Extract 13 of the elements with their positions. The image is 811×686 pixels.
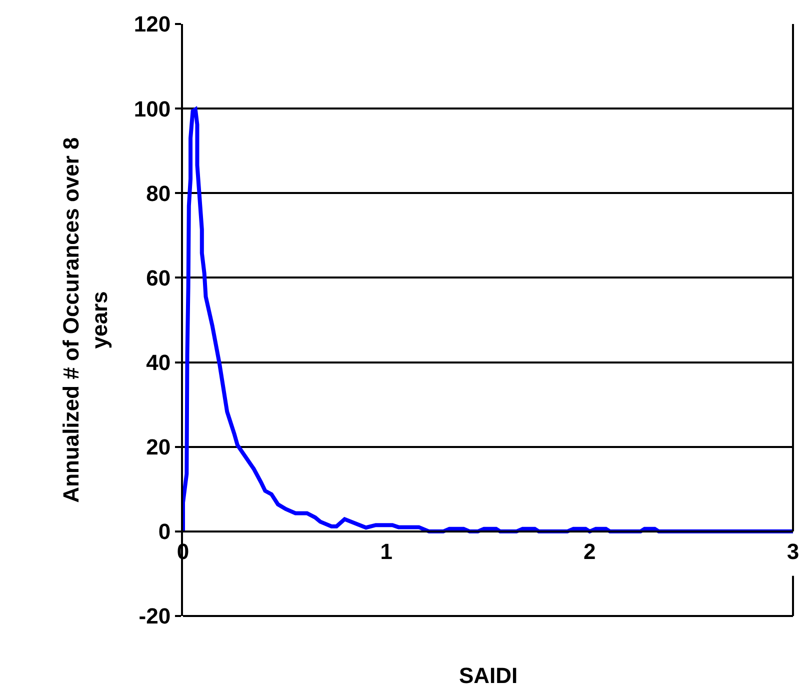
x-tick-label: 1 (380, 538, 392, 564)
y-tick-label: 80 (146, 180, 171, 206)
y-tick-label: 120 (134, 12, 171, 37)
x-tick-label: 2 (584, 538, 596, 564)
x-tick-label: 3 (786, 538, 800, 564)
y-tick-label: 20 (146, 434, 171, 460)
x-axis-title: SAIDI (459, 663, 518, 686)
y-tick-label: -20 (138, 604, 171, 629)
y-tick-label: 40 (146, 350, 171, 375)
y-axis-title: Annualized # of Occurances over 8 years (58, 137, 112, 503)
y-tick-label: 100 (134, 96, 171, 122)
y-tick-label: 60 (146, 265, 171, 290)
y-tick-label: 0 (158, 519, 171, 544)
